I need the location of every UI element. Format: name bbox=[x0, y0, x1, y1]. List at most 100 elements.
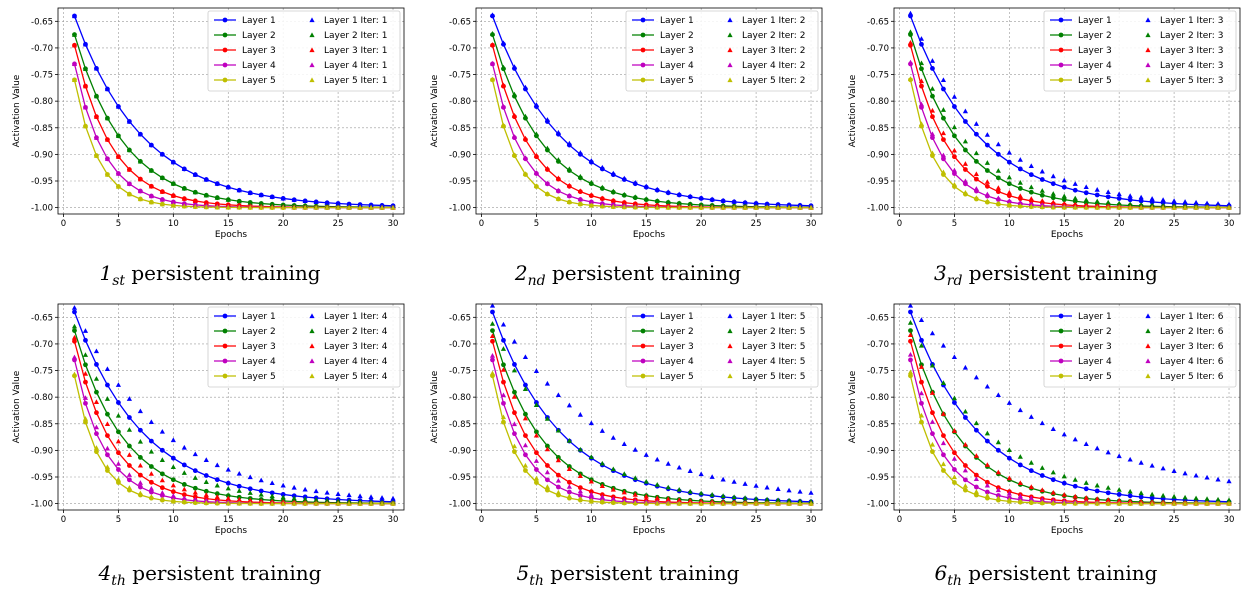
iter-point bbox=[236, 204, 242, 210]
iter-point bbox=[511, 394, 518, 399]
y-tick-label: -0.70 bbox=[31, 340, 53, 350]
x-tick-label: 30 bbox=[806, 515, 817, 525]
iter-point bbox=[654, 495, 660, 500]
iter-point bbox=[192, 496, 198, 502]
series-point bbox=[952, 104, 957, 109]
iter-point bbox=[929, 58, 936, 63]
chart-svg: 0 5 10 15 20 25 30 -0.65 -0.70 -0.75 -0.80 -0.85 -0.… bbox=[12, 303, 405, 536]
iter-point bbox=[159, 477, 165, 483]
iter-point bbox=[247, 474, 253, 480]
iter-point bbox=[764, 205, 770, 210]
series-point bbox=[544, 463, 550, 468]
iter-point bbox=[940, 461, 947, 467]
iter-point bbox=[1028, 460, 1034, 465]
iter-point bbox=[654, 482, 660, 487]
iter-point bbox=[192, 204, 198, 209]
iter-point bbox=[335, 205, 341, 210]
iter-point bbox=[1039, 465, 1045, 470]
y-tick-label: -0.95 bbox=[867, 177, 889, 187]
iter-point bbox=[577, 201, 583, 207]
chart-svg: 0 5 10 15 20 25 30 -0.65 -0.70 -0.75 -0.80 -0.85 -0.… bbox=[12, 7, 405, 240]
legend-iter-marker bbox=[727, 343, 733, 349]
iter-point bbox=[610, 486, 616, 492]
iter-point bbox=[214, 201, 220, 206]
iter-point bbox=[951, 124, 958, 130]
series-point bbox=[555, 472, 561, 478]
iter-point bbox=[720, 493, 726, 498]
iter-point bbox=[1193, 199, 1199, 205]
iter-point bbox=[82, 371, 89, 376]
legend-label: Layer 4 Iter: 4 bbox=[324, 357, 388, 367]
iter-point bbox=[775, 201, 781, 207]
series-point bbox=[1083, 190, 1089, 196]
iter-point bbox=[269, 194, 275, 199]
iter-point bbox=[577, 496, 583, 501]
iter-point bbox=[544, 469, 550, 475]
series-point bbox=[973, 427, 979, 433]
iter-point bbox=[599, 164, 605, 170]
series-point bbox=[83, 400, 88, 406]
y-tick-label: -0.85 bbox=[867, 124, 889, 134]
legend-label: Layer 5 bbox=[660, 76, 694, 86]
iter-point bbox=[1017, 200, 1023, 205]
iter-point bbox=[346, 201, 352, 207]
iter-point bbox=[1083, 441, 1089, 447]
iter-point bbox=[137, 188, 143, 194]
iter-point bbox=[489, 321, 496, 326]
iter-point bbox=[390, 495, 396, 501]
iter-point bbox=[962, 364, 968, 370]
iter-point bbox=[1017, 203, 1023, 208]
series-point bbox=[225, 480, 231, 486]
iter-point bbox=[929, 441, 936, 447]
iter-point bbox=[137, 176, 143, 182]
series-point bbox=[962, 415, 968, 420]
iter-point bbox=[566, 402, 572, 408]
iter-point bbox=[918, 36, 925, 41]
series-point bbox=[908, 338, 913, 344]
iter-point bbox=[588, 199, 594, 204]
iter-point bbox=[566, 466, 572, 471]
iter-point bbox=[313, 500, 319, 506]
iter-point bbox=[159, 189, 165, 194]
iter-point bbox=[764, 201, 770, 206]
caption-text: persistent training bbox=[132, 561, 322, 585]
series-point bbox=[930, 431, 935, 437]
iter-point bbox=[511, 421, 518, 427]
iter-point bbox=[918, 317, 925, 322]
iter-point bbox=[1072, 436, 1078, 442]
iter-point bbox=[379, 205, 385, 210]
series-point bbox=[126, 415, 132, 420]
series-point bbox=[105, 468, 110, 473]
x-axis-label: Epochs bbox=[215, 526, 248, 536]
iter-point bbox=[269, 201, 275, 207]
iter-point bbox=[951, 474, 958, 480]
series-point bbox=[148, 464, 154, 469]
iter-point bbox=[918, 60, 925, 66]
series-point bbox=[490, 328, 495, 334]
iter-point bbox=[181, 470, 187, 475]
legend-label: Layer 2 Iter: 3 bbox=[1160, 31, 1223, 41]
series-point bbox=[1061, 197, 1067, 203]
iter-point bbox=[907, 10, 914, 16]
iter-point bbox=[599, 494, 605, 500]
iter-point bbox=[126, 191, 132, 197]
series-point bbox=[512, 431, 517, 437]
iter-point bbox=[621, 471, 627, 476]
x-tick-label: 20 bbox=[1114, 515, 1125, 525]
iter-point bbox=[1094, 500, 1100, 506]
iter-point bbox=[1039, 204, 1045, 209]
iter-point bbox=[1094, 187, 1100, 192]
iter-point bbox=[929, 131, 936, 137]
iter-point bbox=[71, 305, 78, 310]
series-point bbox=[1094, 488, 1100, 494]
legend-label: Layer 2 bbox=[660, 31, 694, 41]
iter-point bbox=[1105, 199, 1111, 205]
iter-point bbox=[786, 205, 792, 210]
legend-label: Layer 1 Iter: 1 bbox=[324, 16, 387, 26]
iter-point bbox=[533, 475, 540, 481]
legend-label: Layer 3 bbox=[242, 342, 276, 352]
iter-point bbox=[115, 476, 122, 482]
series-point bbox=[908, 357, 913, 363]
iter-point bbox=[1138, 490, 1144, 496]
legend-label: Layer 1 Iter: 4 bbox=[324, 312, 388, 322]
